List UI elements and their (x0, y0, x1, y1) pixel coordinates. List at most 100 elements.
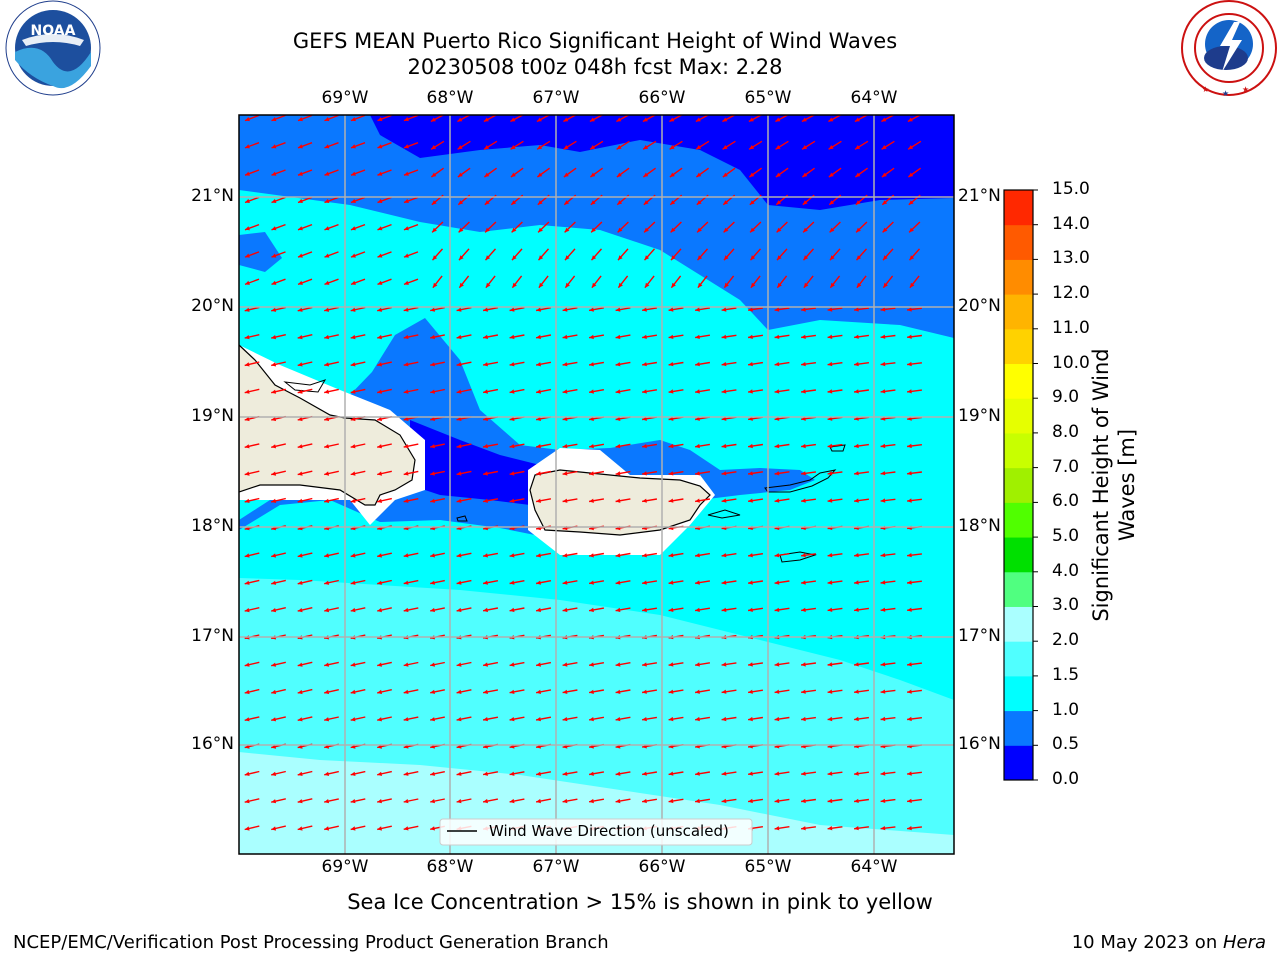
wave-arrow (827, 607, 843, 612)
colorbar-segment (1004, 745, 1033, 781)
wave-arrow (562, 798, 578, 804)
wave-arrow (721, 798, 737, 804)
wave-arrow (882, 248, 894, 261)
wave-arrow (643, 248, 656, 261)
wave-arrow (563, 140, 577, 150)
wave-arrow (244, 115, 260, 122)
wave-arrow (430, 470, 445, 476)
wave-arrow (484, 248, 497, 261)
footer-right: 10 May 2023 on Hera (1072, 932, 1266, 953)
wave-arrow (721, 307, 737, 312)
wave-arrow (297, 716, 313, 722)
wave-arrow (403, 306, 419, 312)
wave-arrow (244, 579, 260, 585)
wave-arrow (377, 825, 392, 831)
wave-arrow (482, 552, 499, 558)
wave-arrow (774, 662, 790, 667)
wave-arrow (485, 275, 496, 289)
wave-arrow (617, 275, 629, 289)
wave-arrow (801, 771, 816, 776)
wave-arrow (669, 140, 683, 150)
wave-arrow (244, 470, 260, 476)
wave-arrow (827, 798, 843, 804)
wave-arrow (244, 278, 260, 286)
wave-arrow (564, 248, 576, 261)
wave-arrow (430, 689, 445, 694)
wave-arrow (695, 167, 710, 178)
nws-logo: ★ ★ ★ (1178, 0, 1280, 100)
wave-arrow (377, 579, 392, 585)
lat-label-right: 21°N (958, 186, 1001, 206)
colorbar-tick-label: 7.0 (1052, 456, 1080, 477)
wave-arrow (244, 688, 260, 695)
wave-arrow (244, 825, 260, 831)
lat-label-left: 18°N (191, 516, 234, 536)
wave-arrow (827, 771, 843, 776)
wave-arrow (802, 248, 815, 261)
wave-arrow (535, 388, 552, 394)
wave-arrow (456, 579, 472, 585)
wave-arrow (641, 662, 658, 667)
wave-arrow (482, 334, 499, 340)
lon-label-bottom: 69°W (321, 857, 369, 877)
wave-arrow (403, 223, 419, 231)
wave-arrow (882, 221, 894, 233)
wave-arrow (694, 389, 711, 394)
land-anegada (829, 444, 846, 452)
wave-arrow (350, 251, 366, 258)
wave-arrow (350, 443, 366, 449)
wave-arrow (880, 307, 896, 312)
wave-arrow (856, 275, 867, 289)
colorbar-tick-label: 10.0 (1052, 352, 1090, 373)
wave-arrow (668, 689, 684, 694)
wave-arrow (324, 607, 339, 613)
wave-arrow (271, 798, 286, 804)
wave-arrow (668, 798, 684, 804)
colorbar-segment (1004, 675, 1033, 712)
wave-arrow (641, 443, 658, 449)
wave-arrow (668, 361, 684, 367)
wave-arrow (774, 334, 790, 339)
wave-arrow (801, 498, 816, 503)
wave-arrow (430, 716, 445, 722)
wave-arrow (670, 248, 682, 261)
wave-arrow (747, 389, 764, 394)
wave-arrow (668, 580, 684, 585)
wave-arrow (801, 443, 816, 449)
colorbar-tick-label: 5.0 (1052, 526, 1080, 547)
wave-arrow (641, 798, 658, 804)
wave-arrow (271, 661, 286, 667)
wave-arrow (510, 140, 524, 150)
wave-arrow (588, 498, 605, 503)
map-legend (439, 818, 753, 846)
wave-arrow (694, 334, 711, 339)
lat-label-left: 19°N (191, 406, 234, 426)
wave-arrow (377, 470, 392, 476)
colorbar-tick-label: 11.0 (1052, 317, 1090, 338)
wave-arrow (535, 498, 552, 503)
wave-arrow (456, 661, 472, 667)
wave-arrow (324, 196, 339, 204)
wave-arrow (694, 689, 711, 694)
wave-arrow (403, 115, 419, 122)
wave-arrow (271, 169, 286, 176)
wave-arrow (694, 716, 711, 722)
wave-arrow (403, 689, 419, 694)
lat-label-right: 17°N (958, 626, 1001, 646)
wave-arrow (776, 248, 788, 261)
wave-arrow (774, 716, 790, 722)
wave-arrow (827, 471, 843, 476)
wave-arrow (271, 334, 286, 340)
wave-arrow (696, 248, 709, 261)
wave-arrow (827, 334, 843, 339)
wave-arrow (642, 140, 657, 150)
wave-arrow (695, 140, 710, 150)
wave-arrow (854, 553, 869, 558)
wave-arrow (350, 306, 366, 312)
wave-arrow (244, 196, 260, 204)
wave-arrow (535, 552, 552, 558)
wave-arrow (297, 497, 313, 503)
wave-arrow (774, 826, 790, 831)
wave-arrow (297, 579, 313, 585)
wave-arrow (721, 771, 737, 776)
